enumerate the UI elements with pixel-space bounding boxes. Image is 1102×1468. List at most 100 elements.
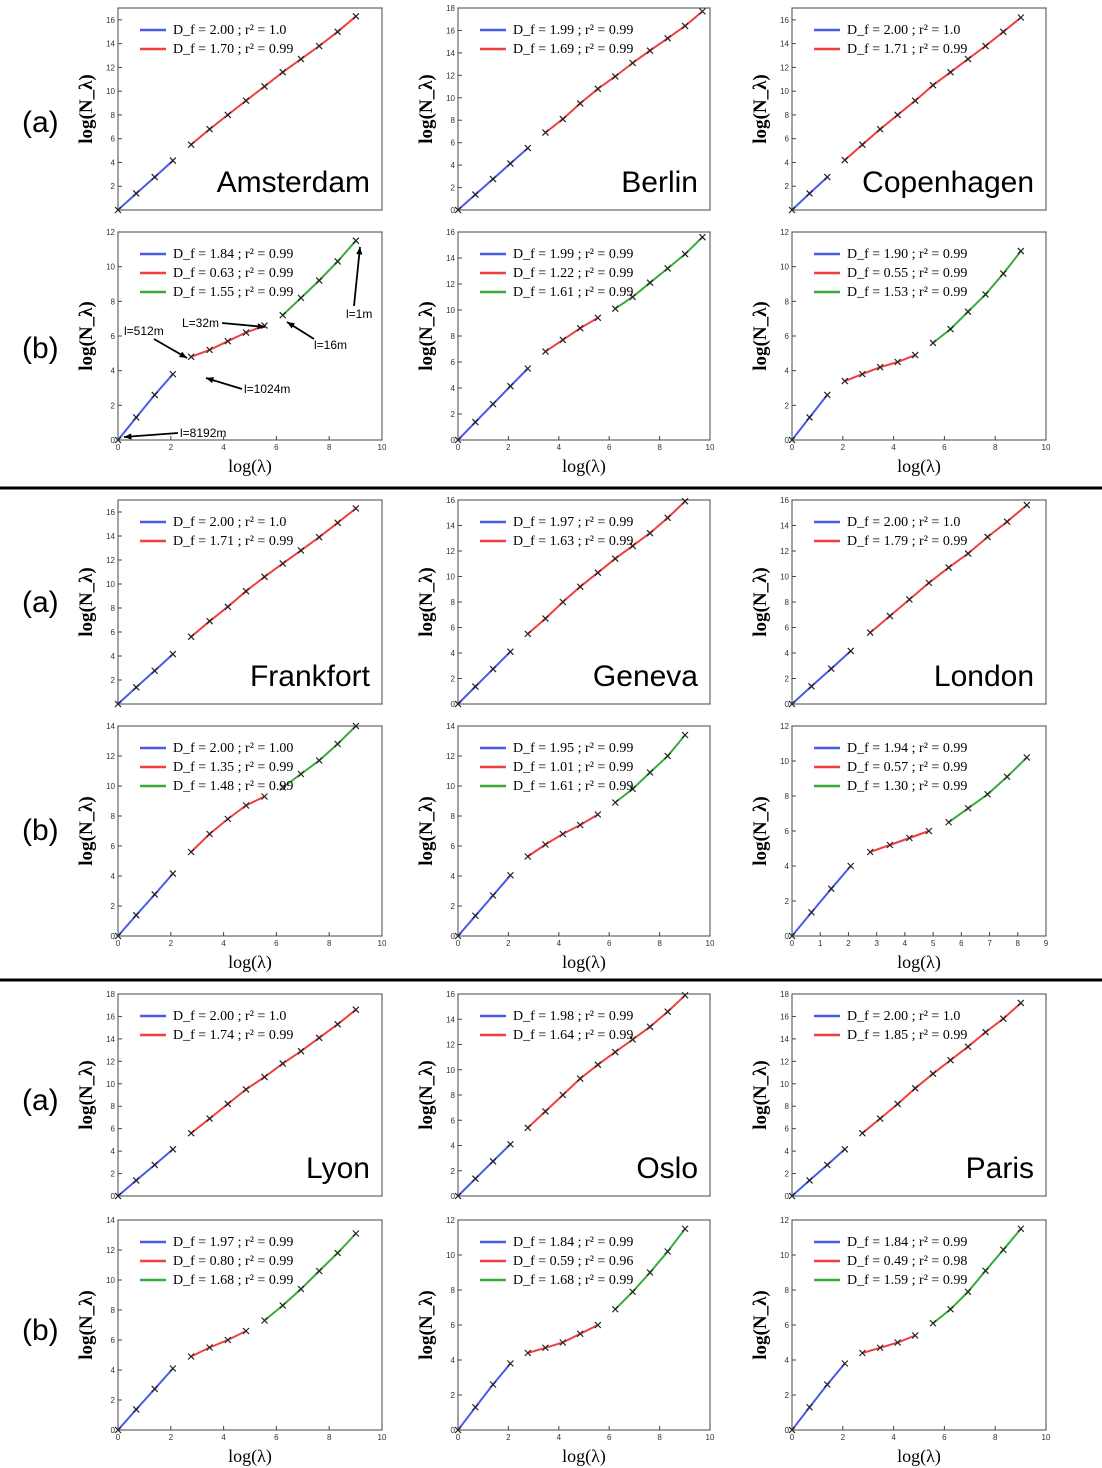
y-tick-label: 10 xyxy=(446,1066,455,1075)
annotation-arrow xyxy=(123,432,179,438)
row-label: (b) xyxy=(22,814,59,847)
y-tick-label: 8 xyxy=(451,1091,456,1100)
panels: 2 4 6 8 10 12 14 16 log(N_λ) D_f = 2.00 ; r² = 1.… xyxy=(76,4,1051,1467)
x-tick-label: 2 xyxy=(169,1433,174,1442)
x-tick-label: 6 xyxy=(607,443,612,452)
y-tick-label: 2 xyxy=(451,1167,456,1176)
data-point xyxy=(524,1124,532,1132)
y-tick-label: 14 xyxy=(780,1035,789,1044)
data-point xyxy=(947,325,954,333)
legend-entry: D_f = 1.61 ; r² = 0.99 xyxy=(513,779,633,794)
data-point xyxy=(454,1426,462,1434)
data-point xyxy=(576,583,584,591)
data-point xyxy=(823,1161,831,1169)
series-line-1 xyxy=(791,865,852,937)
legend-entry: D_f = 0.63 ; r² = 0.99 xyxy=(173,266,293,281)
data-point xyxy=(114,436,122,444)
data-point xyxy=(489,665,497,673)
y-tick-label: 4 xyxy=(451,649,456,658)
data-point xyxy=(559,830,567,838)
data-point xyxy=(984,790,992,798)
data-point xyxy=(788,1426,796,1434)
y-tick-label: 6 xyxy=(785,1321,790,1330)
x-tick-label: 10 xyxy=(706,443,715,452)
x-tick-label: 0 xyxy=(116,1433,121,1442)
x-tick-label: 0 xyxy=(790,443,795,452)
data-point xyxy=(646,769,654,776)
data-point xyxy=(681,497,689,505)
data-point xyxy=(559,115,567,123)
data-point xyxy=(297,1047,305,1055)
x-tick-label: 6 xyxy=(607,939,612,948)
data-point xyxy=(788,436,796,444)
y-tick-label: 8 xyxy=(785,297,790,306)
data-point xyxy=(315,1034,323,1042)
x-tick-label: 6 xyxy=(607,1433,612,1442)
data-point xyxy=(454,700,462,708)
data-point xyxy=(964,550,972,557)
data-point xyxy=(297,546,305,554)
series-line-2 xyxy=(544,10,704,134)
y-tick-label: 6 xyxy=(451,842,456,851)
data-point xyxy=(894,1339,902,1346)
annotation-label: l=1024m xyxy=(244,382,290,396)
y-tick-label: 6 xyxy=(451,358,456,367)
x-tick-label: 4 xyxy=(221,443,226,452)
data-point xyxy=(664,752,672,760)
y-tick-label: 12 xyxy=(106,1246,115,1255)
annotation-arrowhead xyxy=(206,377,214,384)
legend-entry: D_f = 1.69 ; r² = 0.99 xyxy=(513,42,633,57)
legend-entry: D_f = 0.80 ; r² = 0.99 xyxy=(173,1254,293,1269)
x-tick-label: 6 xyxy=(274,1433,279,1442)
data-point xyxy=(542,615,549,622)
y-tick-label: 12 xyxy=(780,1057,789,1066)
data-point xyxy=(646,1269,654,1276)
data-point xyxy=(1023,501,1031,509)
legend-entry: D_f = 1.61 ; r² = 0.99 xyxy=(513,285,633,300)
series-line-1 xyxy=(117,373,174,441)
data-point xyxy=(823,173,831,181)
data-point xyxy=(114,700,122,708)
data-point xyxy=(911,1332,919,1339)
data-point xyxy=(559,598,567,606)
legend-entry: D_f = 1.48 ; r² = 0.99 xyxy=(173,779,293,794)
data-point xyxy=(352,12,360,20)
chart-panel-frankfort-a: 2 4 6 8 10 12 14 16 log(N_λ) D_f = 2.00 ; r² = 1.… xyxy=(76,499,383,708)
data-point xyxy=(489,892,497,899)
data-point xyxy=(334,740,342,748)
y-tick-label: 6 xyxy=(451,1116,456,1125)
data-point xyxy=(611,1305,619,1313)
annotation-arrowhead xyxy=(287,322,295,329)
y-tick-label: 12 xyxy=(780,547,789,556)
data-point xyxy=(911,351,919,359)
y-tick-label: 2 xyxy=(785,1170,790,1179)
data-point xyxy=(261,1073,268,1081)
legend-entry: D_f = 1.97 ; r² = 0.99 xyxy=(513,515,633,530)
data-point xyxy=(858,141,866,149)
y-axis-label: log(N_λ) xyxy=(76,1290,97,1360)
y-tick-label: 16 xyxy=(780,496,789,505)
data-point xyxy=(611,555,619,563)
legend-entry: D_f = 1.84 ; r² = 0.99 xyxy=(513,1235,633,1250)
data-point xyxy=(876,1115,884,1122)
legend-entry: D_f = 2.00 ; r² = 1.00 xyxy=(173,741,293,756)
legend-entry: D_f = 1.70 ; r² = 0.99 xyxy=(173,42,293,57)
plot-frame xyxy=(457,231,711,441)
y-tick-label: 16 xyxy=(780,1012,789,1021)
data-point xyxy=(261,1317,268,1324)
x-tick-label: 10 xyxy=(1042,1433,1051,1442)
annotation-arrow xyxy=(353,246,361,307)
data-point xyxy=(576,1330,584,1338)
series-line-2 xyxy=(544,316,599,353)
y-tick-label: 10 xyxy=(780,757,789,766)
data-point xyxy=(489,175,497,183)
chart-panel-geneva-b: 0 2 4 6 8 10 12 14 0 2 4 6 8 10 log(N_λ) log(λ) D_f = 1.… xyxy=(416,722,715,973)
data-point xyxy=(187,353,195,361)
x-tick-label: 0 xyxy=(790,939,795,948)
legend-entry: D_f = 1.97 ; r² = 0.99 xyxy=(173,1235,293,1250)
series-line-1 xyxy=(791,1148,846,1197)
y-tick-label: 10 xyxy=(106,263,115,272)
legend-entry: D_f = 1.85 ; r² = 0.99 xyxy=(847,1028,967,1043)
data-point xyxy=(947,1056,954,1064)
city-title: Amsterdam xyxy=(217,166,370,199)
